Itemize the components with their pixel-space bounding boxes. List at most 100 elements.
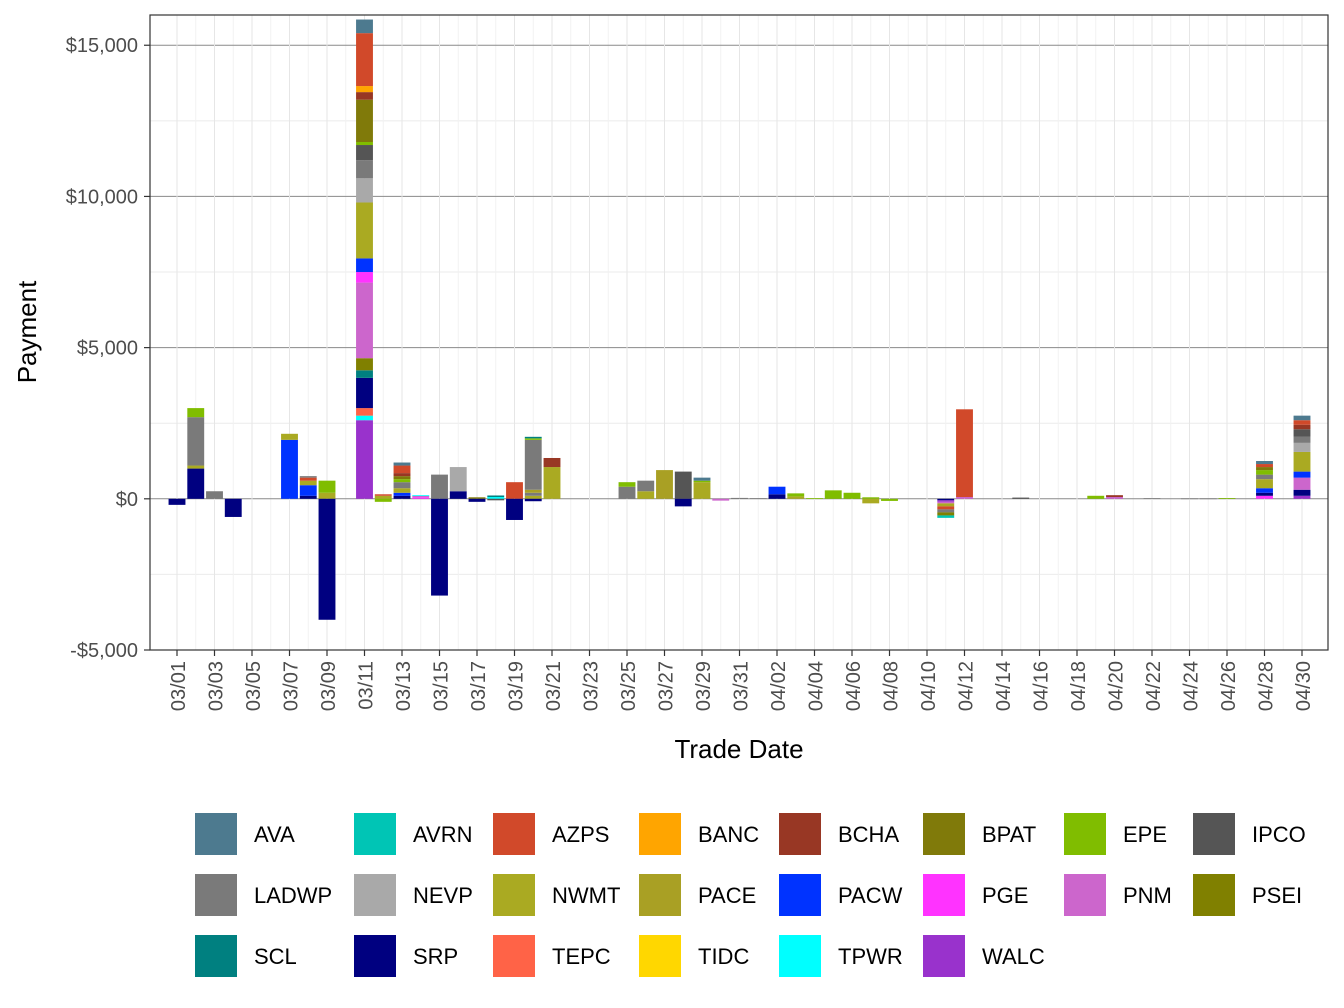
x-tick-label: 03/09: [318, 661, 340, 711]
bar-segment-epe: [187, 408, 205, 418]
legend-label-nevp: NEVP: [413, 883, 473, 908]
bar-segment-azps: [937, 506, 955, 510]
x-tick-label: 03/29: [693, 661, 715, 711]
bar-segment-srp: [168, 498, 186, 505]
bar-segment-srp: [224, 498, 242, 517]
bar-segment-bpat: [356, 99, 373, 142]
legend-swatch-tepc: [493, 935, 535, 977]
bar-segment-nwmt: [299, 480, 317, 486]
legend-swatch-azps: [493, 813, 535, 855]
bar-segment-pge: [1256, 495, 1273, 499]
bar-segment-azps: [374, 494, 392, 496]
bar-segment-ipco: [356, 145, 373, 161]
legend-swatch-nwmt: [493, 874, 535, 916]
bar-segment-nwmt: [1293, 451, 1311, 472]
bar-segment-ladwp: [1181, 498, 1198, 500]
legend-label-ladwp: LADWP: [254, 883, 332, 908]
bar-segment-bpat: [468, 497, 486, 499]
bar-segment-ladwp: [187, 417, 205, 466]
bar-segment-azps: [1293, 420, 1311, 425]
legend-label-tepc: TEPC: [552, 944, 611, 969]
bar-segment-epe: [618, 482, 636, 487]
bar-segment-banc: [356, 86, 373, 93]
legend-swatch-nevp: [354, 874, 396, 916]
bar-segment-nwmt: [187, 465, 205, 469]
legend-label-bpat: BPAT: [982, 822, 1036, 847]
bar-segment-ava: [1293, 415, 1311, 421]
bar-segment-ladwp: [431, 474, 448, 499]
bar-segment-nwmt: [356, 202, 373, 259]
x-tick-label: 04/22: [1143, 661, 1165, 711]
bar-segment-pnm: [712, 498, 730, 501]
bar-segment-avrn: [937, 515, 955, 518]
legend-label-avrn: AVRN: [413, 822, 473, 847]
x-tick-label: 03/15: [431, 661, 453, 711]
bar-segment-nevp: [356, 178, 373, 203]
y-tick-label: $0: [116, 489, 138, 511]
bar-segment-azps: [299, 477, 317, 481]
y-tick-label: -$5,000: [70, 640, 138, 662]
bar-segment-azps: [956, 409, 973, 497]
bar-segment-epe: [1218, 498, 1236, 499]
bar-segment-walc: [937, 500, 955, 502]
bar-segment-epe: [862, 497, 880, 499]
bar-segment-srp: [431, 498, 448, 596]
bar-segment-epe: [1087, 495, 1105, 499]
bar-segment-bpat: [393, 476, 411, 480]
bar-segment-srp: [318, 498, 336, 620]
bar-segment-nwmt: [693, 482, 711, 499]
x-tick-label: 03/17: [468, 661, 490, 711]
bar-segment-bcha: [393, 473, 411, 477]
bar-segment-pnm: [937, 501, 955, 504]
x-axis-title: Trade Date: [674, 734, 803, 764]
bar-segment-pace: [524, 489, 542, 493]
bar-segment-walc: [1293, 495, 1311, 499]
x-tick-label: 04/12: [956, 661, 978, 711]
bar-segment-srp: [937, 498, 955, 501]
bar-segment-azps: [1256, 464, 1273, 468]
bar-segment-epe: [787, 493, 805, 497]
bar-segment-tpwr: [412, 495, 430, 496]
bar-segment-ipco: [487, 498, 505, 501]
legend-swatch-epe: [1064, 813, 1106, 855]
y-tick-label: $15,000: [66, 35, 138, 57]
bar-segment-srp: [1256, 492, 1273, 496]
bar-segment-nwmt: [787, 496, 805, 499]
bar-segment-ladwp: [937, 509, 955, 513]
x-tick-label: 03/07: [281, 661, 303, 711]
x-tick-label: 04/10: [918, 661, 940, 711]
bar-segment-pacw: [1256, 488, 1273, 493]
bar-segment-epe: [824, 490, 842, 499]
bar-segment-ladwp: [524, 492, 542, 496]
legend-swatch-pace: [639, 874, 681, 916]
bar-segment-azps: [506, 482, 523, 499]
legend-label-pacw: PACW: [838, 883, 903, 908]
x-tick-label: 03/03: [206, 661, 228, 711]
bar-segment-ladwp: [1256, 474, 1273, 480]
bar-segment-epe: [393, 479, 411, 483]
bar-segment-bcha: [1106, 495, 1123, 497]
bar-stacks: [168, 19, 1311, 620]
bar-segment-pace: [656, 470, 673, 499]
x-tick-label: 04/02: [768, 661, 790, 711]
bar-segment-bcha: [356, 92, 373, 100]
bar-segment-srp: [449, 491, 467, 499]
legend-label-srp: SRP: [413, 944, 458, 969]
x-tick-label: 04/28: [1256, 661, 1278, 711]
bar-segment-ladwp: [524, 439, 542, 490]
legend-swatch-tpwr: [779, 935, 821, 977]
bar-segment-epe: [806, 498, 823, 500]
x-tick-label: 03/27: [656, 661, 678, 711]
x-tick-label: 04/20: [1106, 661, 1128, 711]
bar-segment-epe: [1256, 470, 1273, 475]
bar-segment-ladwp: [637, 480, 655, 492]
bar-segment-epe: [318, 480, 336, 493]
bar-segment-scl: [487, 495, 505, 497]
bar-segment-ava: [693, 477, 711, 481]
bar-segment-nwmt: [1256, 479, 1273, 489]
legend-swatch-scl: [195, 935, 237, 977]
bar-segment-nwmt: [543, 467, 561, 499]
x-tick-label: 03/31: [731, 661, 753, 711]
legend-label-psei: PSEI: [1252, 883, 1302, 908]
legend-swatch-ladwp: [195, 874, 237, 916]
